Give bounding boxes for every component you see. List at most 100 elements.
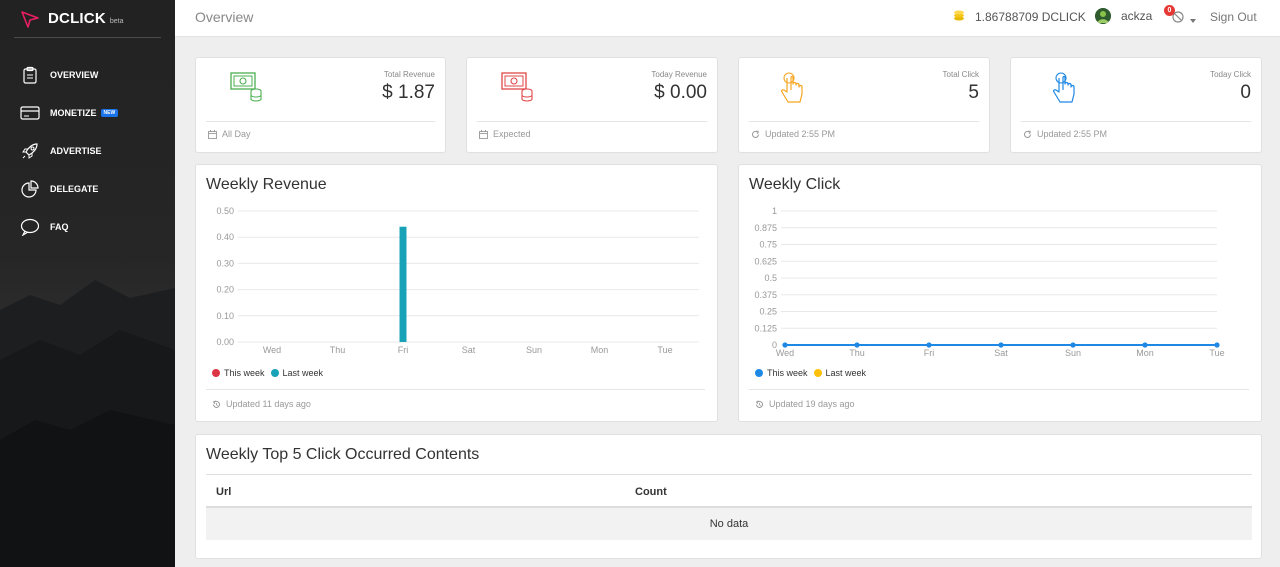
- sidebar-background-mountains: [0, 280, 175, 567]
- bar: [399, 226, 407, 342]
- sidebar-item-label: MONETIZE: [50, 108, 97, 118]
- sidebar-item-label: OVERVIEW: [50, 70, 99, 80]
- divider: [1021, 121, 1251, 122]
- y-tick-label: 0.5: [764, 273, 777, 283]
- pointer-hand-icon: [779, 72, 805, 111]
- stat-label: Total Revenue: [383, 70, 435, 79]
- chat-bubble-icon: [20, 217, 40, 237]
- y-tick-label: 0.20: [216, 285, 234, 295]
- sidebar-divider: [14, 37, 161, 38]
- brand-name: DCLICK: [48, 10, 106, 27]
- sidebar-item-overview[interactable]: OVERVIEW: [0, 56, 175, 94]
- stat-footer: Expected: [479, 129, 531, 139]
- table-empty-row: No data: [206, 508, 1252, 540]
- stat-card-total-click: Total Click 5 Updated 2:55 PM: [738, 57, 990, 153]
- page-title: Overview: [195, 9, 254, 25]
- sidebar-item-label: DELEGATE: [50, 184, 99, 194]
- y-tick-label: 0.875: [754, 223, 777, 233]
- stat-label: Today Click: [1210, 70, 1251, 79]
- legend-dot: [755, 369, 763, 377]
- new-badge: NEW: [100, 109, 119, 117]
- column-header-count[interactable]: Count: [635, 486, 667, 498]
- history-icon: [755, 399, 763, 408]
- stat-label: Today Revenue: [651, 70, 707, 79]
- divider: [749, 389, 1249, 390]
- stat-footer: All Day: [208, 129, 251, 139]
- calendar-icon: [208, 129, 217, 139]
- column-header-url[interactable]: Url: [216, 486, 232, 498]
- y-tick-label: 0.10: [216, 311, 234, 321]
- data-point: [1142, 342, 1148, 348]
- x-tick-label: Mon: [591, 345, 609, 355]
- sidebar: DCLICK beta OVERVIEW MONETIZE NEW ADVERT…: [0, 0, 175, 567]
- y-tick-label: 1: [772, 206, 777, 216]
- x-tick-label: Mon: [1136, 348, 1154, 358]
- history-icon: [212, 399, 220, 408]
- stat-footer: Updated 2:55 PM: [1023, 129, 1107, 139]
- stat-value: $ 0.00: [654, 82, 707, 103]
- data-point: [998, 342, 1004, 348]
- sidebar-item-faq[interactable]: FAQ: [0, 208, 175, 246]
- divider: [749, 121, 979, 122]
- chart-footer: Updated 19 days ago: [755, 399, 855, 409]
- sidebar-item-monetize[interactable]: MONETIZE NEW: [0, 94, 175, 132]
- data-point: [1070, 342, 1076, 348]
- brand-tag: beta: [109, 18, 124, 25]
- stat-card-today-click: Today Click 0 Updated 2:55 PM: [1010, 57, 1262, 153]
- x-tick-label: Sun: [1065, 348, 1081, 358]
- legend-entry[interactable]: Last week: [813, 368, 866, 378]
- money-stack-icon: [230, 70, 264, 109]
- balance-amount: 1.86788709 DCLICK: [975, 10, 1086, 24]
- top-contents-card: Weekly Top 5 Click Occurred Contents Url…: [195, 434, 1262, 559]
- y-tick-label: 0.25: [759, 307, 777, 317]
- x-tick-label: Sat: [994, 348, 1008, 358]
- rocket-icon: [20, 141, 40, 161]
- sidebar-item-delegate[interactable]: DELEGATE: [0, 170, 175, 208]
- legend-entry[interactable]: This week: [212, 368, 265, 378]
- top-contents-table: Url Count No data: [206, 474, 1252, 540]
- y-tick-label: 0.375: [754, 290, 777, 300]
- chart-legend: This week Last week: [212, 368, 329, 378]
- data-point: [1214, 342, 1220, 348]
- chevron-down-icon: [1190, 10, 1196, 28]
- sidebar-item-label: FAQ: [50, 222, 69, 232]
- clipboard-icon: [20, 65, 40, 85]
- pointer-hand-icon: [1051, 72, 1077, 111]
- x-tick-label: Sat: [462, 345, 476, 355]
- chart-title: Weekly Revenue: [206, 176, 327, 193]
- table-title: Weekly Top 5 Click Occurred Contents: [206, 446, 480, 463]
- stat-label: Total Click: [942, 70, 979, 79]
- stat-footer: Updated 2:55 PM: [751, 129, 835, 139]
- chart-title: Weekly Click: [749, 176, 841, 193]
- weekly-click-card: Weekly Click 1 0.875 0.75 0.625 0.5 0.375 0.25…: [738, 164, 1262, 422]
- sidebar-item-advertise[interactable]: ADVERTISE: [0, 132, 175, 170]
- table-header: Url Count: [206, 474, 1252, 508]
- x-tick-label: Thu: [849, 348, 865, 358]
- credit-card-icon: [20, 103, 40, 123]
- y-tick-label: 0: [772, 340, 777, 350]
- avatar: [1095, 8, 1111, 24]
- sidebar-item-label: ADVERTISE: [50, 146, 102, 156]
- legend-dot: [270, 369, 279, 377]
- x-tick-label: Wed: [263, 345, 281, 355]
- notification-count-badge: 0: [1164, 5, 1175, 16]
- notification-menu[interactable]: 0: [1164, 5, 1196, 31]
- pie-chart-icon: [20, 179, 40, 199]
- x-tick-label: Sun: [526, 345, 542, 355]
- legend-entry[interactable]: Last week: [270, 368, 323, 378]
- stat-value: 5: [968, 82, 979, 103]
- legend-entry[interactable]: This week: [755, 368, 808, 378]
- x-tick-label: Tue: [657, 345, 672, 355]
- top-navbar: Overview 1.86788709 DCLICK ackza 0 Sign …: [175, 0, 1280, 37]
- stat-card-today-revenue: Today Revenue $ 0.00 Expected: [466, 57, 718, 153]
- x-tick-label: Wed: [776, 348, 794, 358]
- refresh-icon: [1024, 129, 1032, 138]
- divider: [206, 121, 435, 122]
- brand-logo-icon: [21, 10, 39, 28]
- signout-button[interactable]: Sign Out: [1210, 10, 1257, 24]
- user-menu[interactable]: ackza: [1095, 8, 1152, 24]
- divider: [477, 121, 707, 122]
- data-point: [926, 342, 932, 348]
- brand[interactable]: DCLICK beta: [0, 0, 175, 37]
- legend-dot: [212, 369, 220, 377]
